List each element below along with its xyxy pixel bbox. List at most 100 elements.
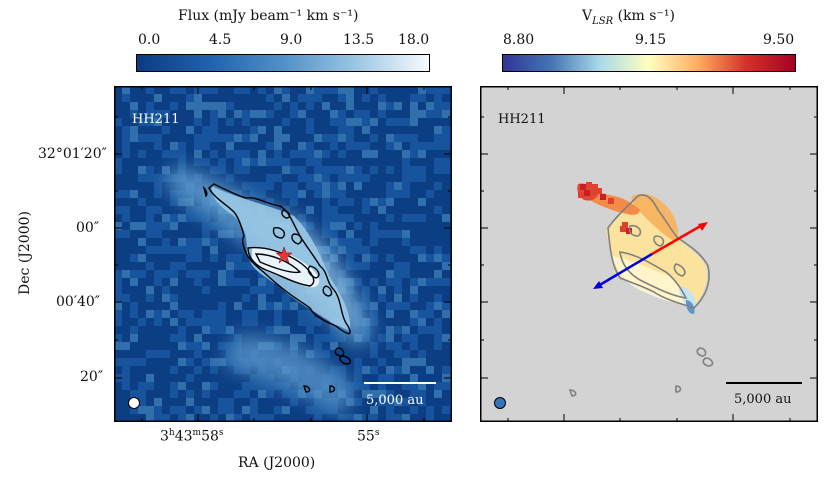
noise-pixel (178, 350, 186, 358)
noise-pixel (290, 94, 298, 102)
noise-pixel (146, 382, 154, 390)
noise-pixel (146, 150, 154, 158)
noise-pixel (282, 134, 290, 142)
noise-pixel (314, 134, 322, 142)
noise-pixel (434, 326, 442, 334)
noise-pixel (418, 294, 426, 302)
noise-pixel (354, 142, 362, 150)
noise-pixel (402, 254, 410, 262)
noise-pixel (442, 358, 450, 366)
noise-pixel (162, 166, 170, 174)
noise-pixel (298, 86, 306, 94)
noise-pixel (130, 326, 138, 334)
noise-pixel (242, 94, 250, 102)
noise-pixel (290, 310, 298, 318)
left-scalebar-label: 5,000 au (366, 393, 424, 408)
noise-pixel (154, 142, 162, 150)
noise-pixel (138, 102, 146, 110)
noise-pixel (218, 326, 226, 334)
noise-pixel (418, 230, 426, 238)
y-axis-label: Dec (J2000) (17, 211, 33, 295)
noise-pixel (154, 206, 162, 214)
right-cbar-tick-1: 9.15 (635, 32, 667, 48)
noise-pixel (394, 318, 402, 326)
noise-pixel (378, 214, 386, 222)
noise-pixel (130, 198, 138, 206)
noise-pixel (402, 334, 410, 342)
noise-pixel (362, 278, 370, 286)
noise-pixel (442, 334, 450, 342)
x-tick-1: 55s (357, 428, 380, 445)
noise-pixel (194, 278, 202, 286)
noise-pixel (306, 126, 314, 134)
noise-pixel (410, 278, 418, 286)
noise-pixel (314, 214, 322, 222)
noise-pixel (210, 126, 218, 134)
noise-pixel (338, 150, 346, 158)
noise-pixel (138, 334, 146, 342)
noise-pixel (114, 326, 122, 334)
noise-pixel (210, 342, 218, 350)
noise-pixel (234, 390, 242, 398)
noise-pixel (298, 342, 306, 350)
noise-pixel (162, 174, 170, 182)
noise-pixel (442, 294, 450, 302)
noise-pixel (186, 342, 194, 350)
noise-pixel (178, 222, 186, 230)
noise-pixel (114, 390, 122, 398)
noise-pixel (338, 222, 346, 230)
noise-pixel (130, 270, 138, 278)
noise-pixel (170, 350, 178, 358)
noise-pixel (362, 86, 370, 94)
noise-pixel (410, 358, 418, 366)
noise-pixel (402, 190, 410, 198)
noise-pixel (266, 110, 274, 118)
outflow-arrows (593, 222, 708, 289)
noise-pixel (210, 262, 218, 270)
noise-pixel (210, 358, 218, 366)
noise-pixel (194, 270, 202, 278)
noise-pixel (426, 318, 434, 326)
noise-pixel (226, 134, 234, 142)
noise-pixel (146, 342, 154, 350)
noise-pixel (402, 286, 410, 294)
noise-pixel (442, 94, 450, 102)
noise-pixel (266, 102, 274, 110)
noise-pixel (378, 358, 386, 366)
noise-pixel (338, 190, 346, 198)
noise-pixel (162, 398, 170, 406)
noise-pixel (402, 102, 410, 110)
blue-outflow-arrow (597, 252, 653, 288)
noise-pixel (250, 142, 258, 150)
noise-pixel (162, 94, 170, 102)
noise-pixel (386, 214, 394, 222)
noise-pixel (370, 94, 378, 102)
noise-pixel (370, 174, 378, 182)
noise-pixel (154, 254, 162, 262)
noise-pixel (394, 302, 402, 310)
noise-pixel (306, 86, 314, 94)
noise-pixel (362, 262, 370, 270)
noise-pixel (434, 414, 442, 422)
noise-pixel (370, 390, 378, 398)
noise-pixel (274, 318, 282, 326)
noise-pixel (386, 94, 394, 102)
noise-pixel (426, 374, 434, 382)
noise-pixel (114, 102, 122, 110)
noise-pixel (354, 262, 362, 270)
noise-pixel (194, 126, 202, 134)
noise-pixel (394, 350, 402, 358)
noise-pixel (394, 398, 402, 406)
noise-pixel (258, 166, 266, 174)
noise-pixel (298, 326, 306, 334)
noise-pixel (114, 334, 122, 342)
noise-pixel (202, 278, 210, 286)
noise-pixel (442, 366, 450, 374)
noise-pixel (434, 270, 442, 278)
noise-pixel (258, 142, 266, 150)
noise-pixel (378, 398, 386, 406)
noise-pixel (426, 398, 434, 406)
noise-pixel (442, 406, 450, 414)
noise-pixel (194, 294, 202, 302)
noise-pixel (282, 198, 290, 206)
